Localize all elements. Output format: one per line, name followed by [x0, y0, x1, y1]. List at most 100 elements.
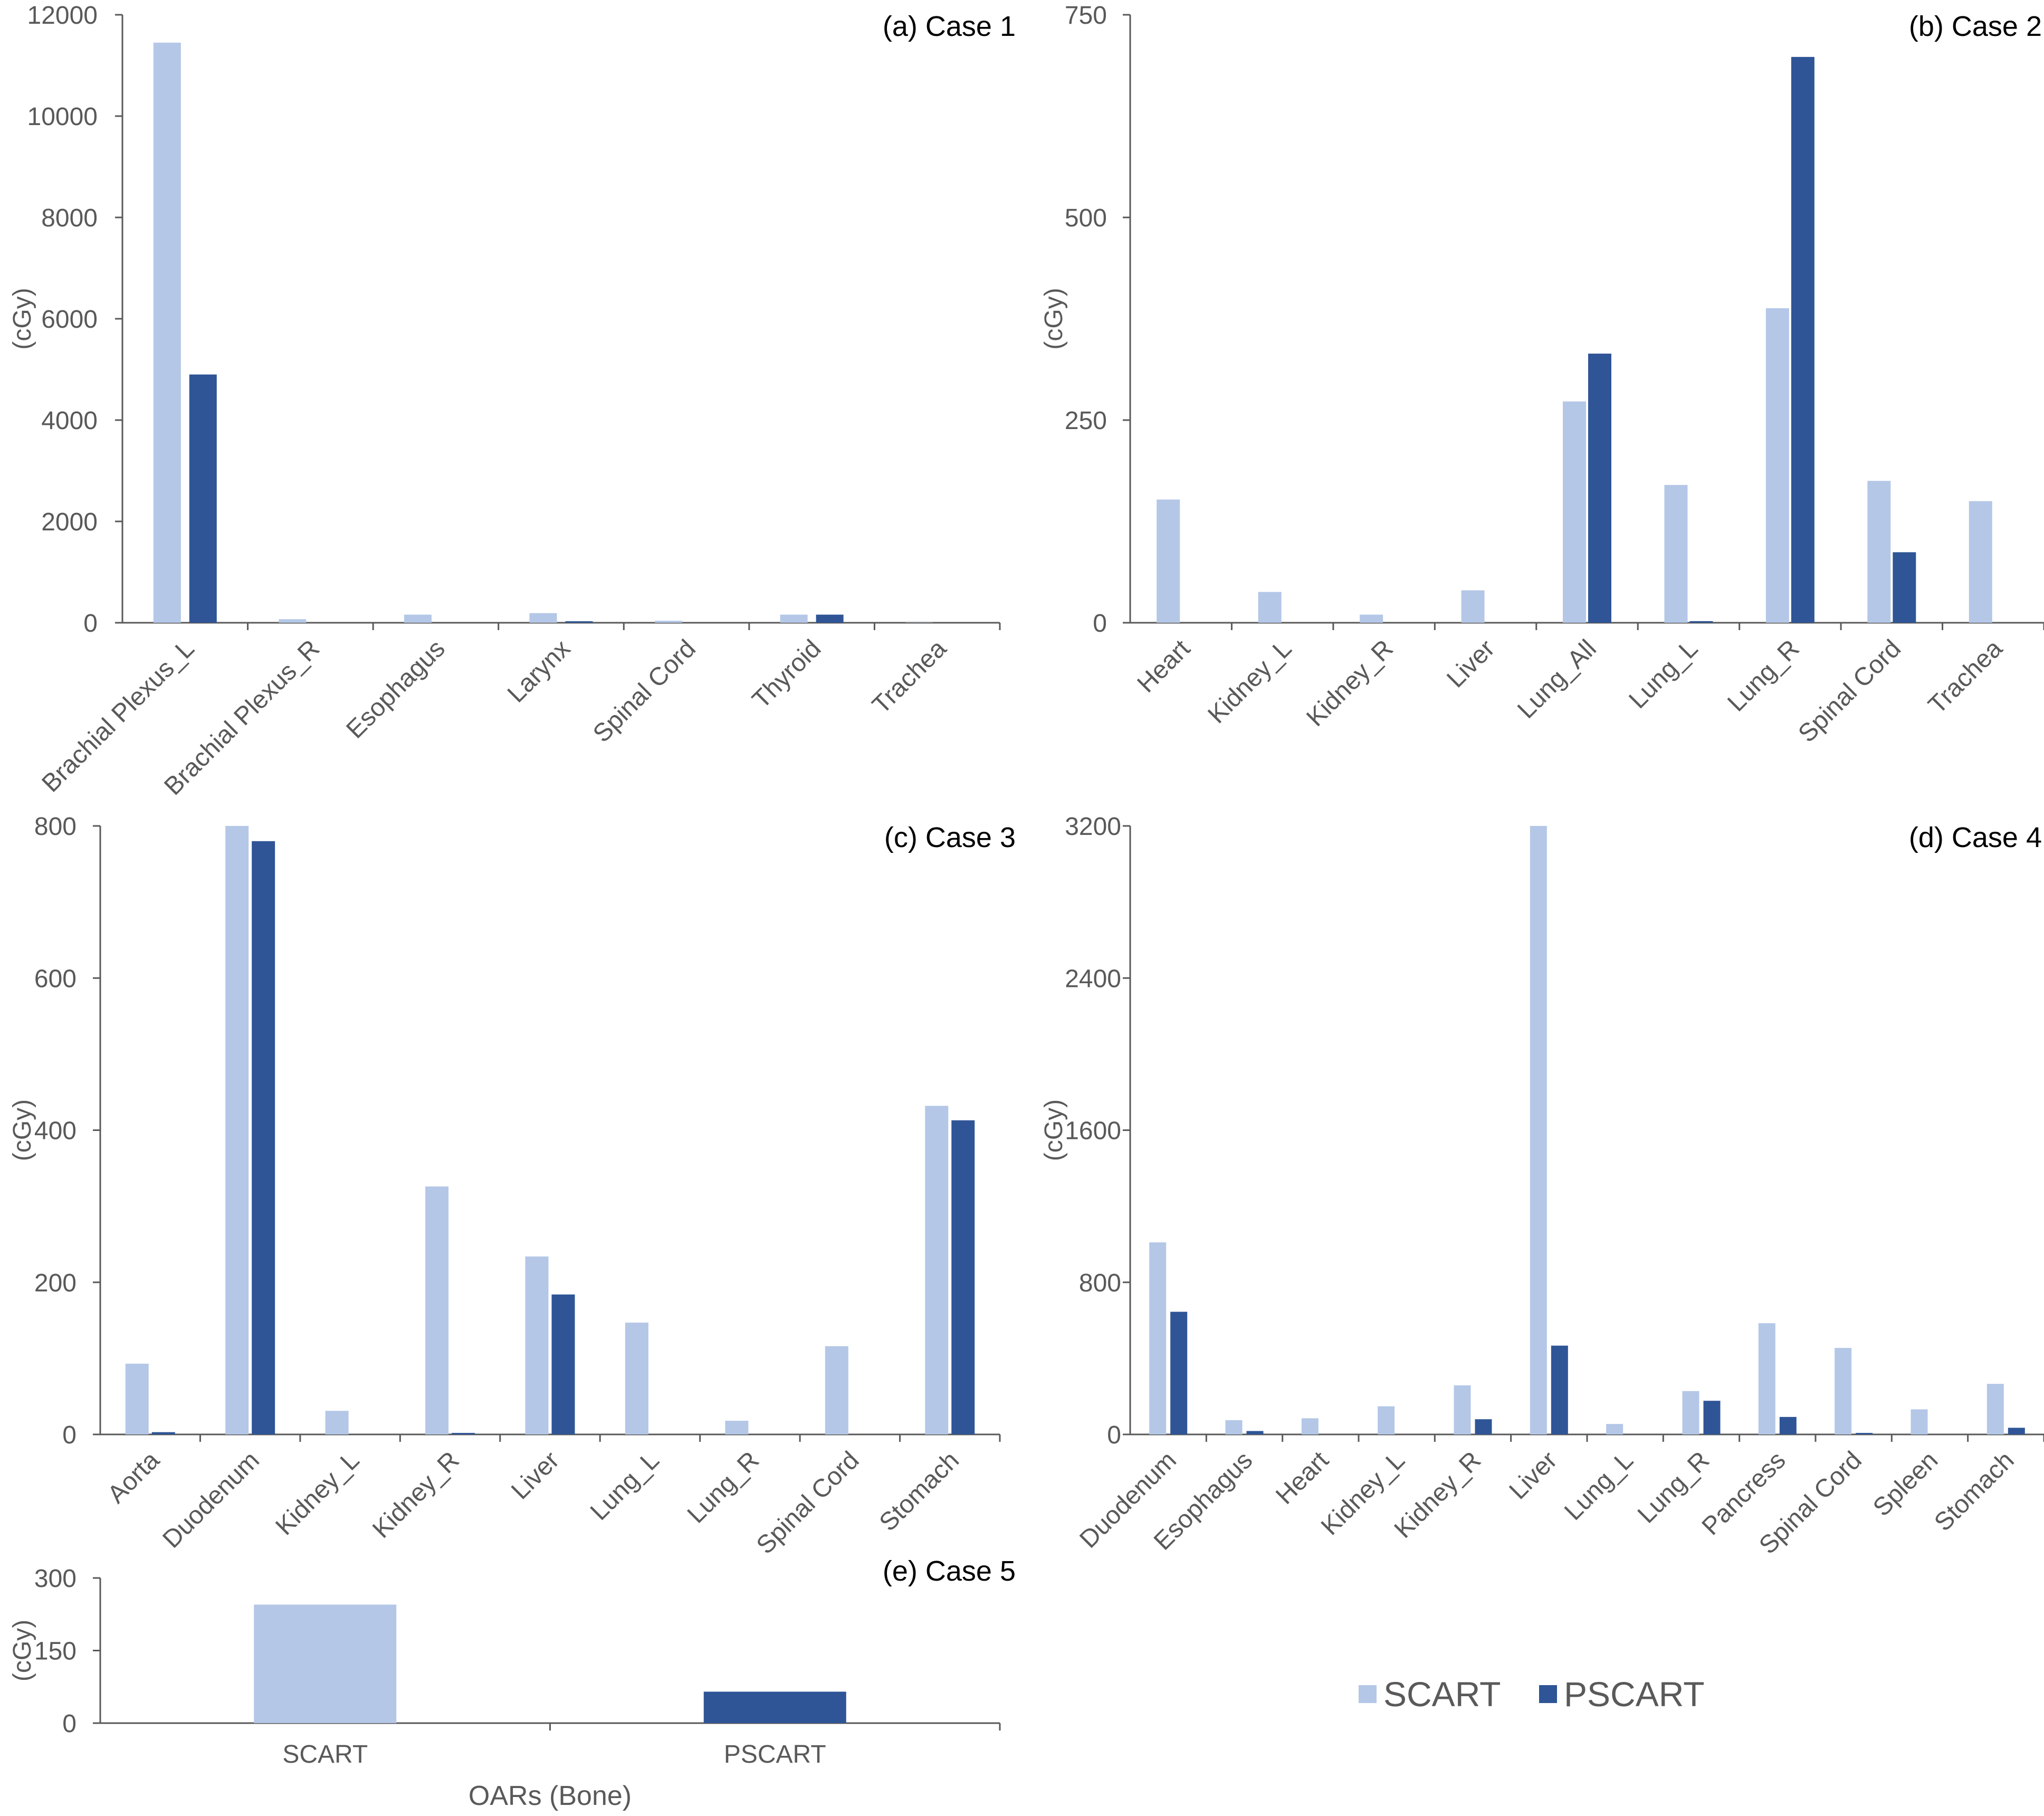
x-tick-label: Spleen [1868, 1446, 1943, 1522]
bar-pscart-lung-l [1689, 621, 1713, 623]
bar-pscart-spinal-cord [1856, 1433, 1873, 1434]
bar-pscart-kidney-r [1475, 1419, 1492, 1434]
x-tick-label: Liver [1441, 634, 1500, 693]
y-tick-label: 2400 [1065, 965, 1121, 993]
x-tick-label: Lung_R [682, 1446, 765, 1528]
bar-pscart-larynx [565, 621, 593, 623]
chart-title: (b) Case 2 [1909, 11, 2042, 42]
y-tick-label: 300 [34, 1565, 77, 1593]
chart-title: (d) Case 4 [1909, 822, 2042, 853]
y-axis-label: (cGy) [1040, 1099, 1068, 1161]
bar-pscart-kidney-r [452, 1433, 475, 1434]
bar-scart-thyroid [780, 614, 808, 623]
x-tick-label: Kidney_L [1202, 634, 1297, 729]
y-tick-label: 150 [34, 1638, 77, 1666]
bar-scart-stomach [1986, 1384, 2004, 1434]
bar-scart-kidney-r [1454, 1385, 1471, 1434]
x-tick-label: Stomach [874, 1446, 964, 1536]
x-tick-label: Lung_All [1512, 634, 1602, 724]
y-tick-label: 6000 [41, 306, 98, 334]
bar-scart-spinal-cord [1835, 1348, 1852, 1434]
bar-scart-brachial-plexus-r [279, 619, 307, 623]
bar-scart-lung-r [1682, 1391, 1699, 1434]
y-tick-label: 0 [83, 610, 98, 638]
chart-title: (c) Case 3 [884, 822, 1016, 853]
x-tick-label: Kidney_R [367, 1446, 465, 1544]
bar-scart-aorta [125, 1363, 149, 1434]
y-tick-label: 0 [62, 1710, 77, 1738]
bar-scart-esophagus [1225, 1420, 1243, 1434]
bar-scart-kidney-r [425, 1186, 449, 1434]
bar-pscart-lung-r [1703, 1401, 1721, 1434]
x-tick-label: PSCART [724, 1741, 826, 1769]
y-tick-label: 0 [62, 1421, 77, 1449]
bar-pscart-aorta [151, 1432, 175, 1434]
x-tick-label: SCART [282, 1741, 368, 1769]
bar-pscart-thyroid [816, 614, 844, 623]
bar-scart-brachial-plexus-l [153, 42, 181, 623]
chart-title: (a) Case 1 [883, 11, 1016, 42]
y-tick-label: 8000 [41, 204, 98, 232]
bar-pscart-stomach [951, 1120, 975, 1434]
y-axis-label: (cGy) [1040, 288, 1068, 349]
bar-scart-lung-all [1563, 401, 1586, 623]
bar-pscart-pscart [703, 1691, 846, 1723]
x-tick-label: Liver [506, 1446, 565, 1505]
y-tick-label: 800 [34, 813, 77, 841]
panel-case-1: (a) Case 1 (cGy) 0 2000 4000 6000 8000 10000 120… [8, 2, 1016, 801]
bar-scart-spinal-cord [1867, 481, 1891, 623]
bar-scart-lung-l [1664, 484, 1688, 623]
x-tick-label: Spinal Cord [588, 634, 701, 748]
panel-case-2: (b) Case 2 (cGy) 0 250 500 750 Heart Kidney_L Ki… [1040, 2, 2044, 748]
chart-title: (e) Case 5 [883, 1555, 1016, 1587]
y-tick-label: 200 [34, 1269, 77, 1297]
x-tick-label: Kidney_L [270, 1446, 365, 1541]
y-tick-label: 800 [1079, 1269, 1121, 1297]
bar-pscart-brachial-plexus-l [189, 374, 217, 623]
y-tick-label: 2000 [41, 508, 98, 536]
y-tick-label: 0 [1093, 610, 1107, 638]
legend-label-scart: SCART [1383, 1675, 1501, 1714]
x-tick-label: Lung_L [1623, 634, 1703, 714]
legend-swatch-pscart [1539, 1685, 1557, 1703]
x-tick-label: Lung_L [1559, 1446, 1639, 1526]
bar-pscart-spinal-cord [1893, 552, 1916, 623]
y-tick-label: 250 [1065, 407, 1107, 435]
bar-pscart-lung-r [1791, 56, 1814, 623]
x-tick-label: Lung_L [585, 1446, 665, 1526]
bar-scart-lung-r [725, 1421, 749, 1434]
x-tick-label: Liver [1504, 1446, 1563, 1505]
bar-pscart-pancress [1779, 1416, 1797, 1434]
y-tick-label: 750 [1065, 2, 1107, 30]
x-tick-label: Heart [1132, 634, 1196, 698]
x-tick-label: Esophagus [341, 634, 450, 744]
bar-scart-spinal-cord [825, 1346, 848, 1434]
bar-scart-liver [1461, 590, 1485, 623]
x-tick-label: Aorta [102, 1446, 165, 1509]
bar-scart-duodenum [225, 826, 249, 1434]
y-tick-label: 600 [34, 965, 77, 993]
bar-scart-liver [525, 1256, 549, 1434]
x-axis-title: OARs (Bone) [469, 1781, 632, 1811]
x-tick-label: Kidney_R [1301, 634, 1399, 732]
bar-pscart-duodenum [252, 841, 275, 1434]
x-tick-label: Heart [1271, 1446, 1334, 1509]
y-tick-label: 3200 [1065, 813, 1121, 841]
y-tick-label: 0 [1107, 1421, 1121, 1449]
bar-scart-spleen [1911, 1409, 1928, 1434]
x-tick-label: Larynx [502, 634, 576, 708]
bar-scart-trachea [1969, 501, 1992, 623]
bar-scart-kidney-r [1360, 614, 1383, 623]
bar-pscart-lung-all [1588, 354, 1611, 623]
x-tick-label: Trachea [1923, 634, 2008, 719]
bar-scart-lung-r [1765, 308, 1789, 623]
x-tick-label: Stomach [1929, 1446, 2019, 1536]
bar-scart-kidney-l [1378, 1406, 1395, 1434]
bar-pscart-duodenum [1170, 1311, 1188, 1434]
y-tick-label: 400 [34, 1117, 77, 1145]
y-tick-label: 500 [1065, 204, 1107, 232]
bar-scart-heart [1301, 1418, 1319, 1434]
panel-case-5: (e) Case 5 (cGy) 0 150 300 SCART PSCART OARs (B… [8, 1555, 1016, 1811]
y-tick-label: 12000 [27, 2, 98, 30]
